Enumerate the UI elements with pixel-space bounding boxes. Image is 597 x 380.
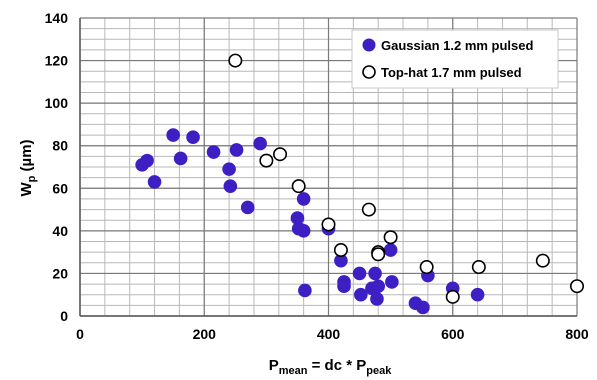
legend-marker-tophat <box>362 65 376 79</box>
data-point-tophat <box>535 253 550 268</box>
legend-marker-gaussian <box>362 38 376 52</box>
data-point-gaussian <box>290 211 305 225</box>
data-series <box>135 53 584 315</box>
legend-label-gaussian: Gaussian 1.2 mm pulsed <box>381 38 534 53</box>
y-tick-label: 20 <box>52 265 68 281</box>
x-tick-label: 600 <box>441 326 465 342</box>
data-point-tophat <box>228 53 243 68</box>
data-point-tophat <box>321 217 336 232</box>
data-point-gaussian <box>354 287 368 302</box>
y-tick-label: 40 <box>52 223 68 239</box>
x-tick-label: 400 <box>317 326 341 342</box>
data-point-gaussian <box>223 179 238 193</box>
data-point-gaussian <box>296 224 311 238</box>
data-point-gaussian <box>186 130 200 144</box>
x-tick-labels: 0 200 400 600 800 <box>76 326 589 342</box>
data-point-gaussian <box>371 279 386 294</box>
data-point-gaussian <box>383 243 398 257</box>
series-gaussian <box>135 128 485 315</box>
x-tick-label: 0 <box>76 326 84 342</box>
y-tick-label: 0 <box>60 308 68 324</box>
y-tick-label: 140 <box>45 10 69 26</box>
y-tick-label: 80 <box>52 138 68 154</box>
data-point-tophat <box>445 289 460 304</box>
axes <box>79 18 577 317</box>
data-point-tophat <box>471 260 486 275</box>
series-tophat <box>228 53 584 304</box>
data-point-tophat <box>273 147 288 162</box>
data-point-gaussian <box>173 151 188 166</box>
data-point-gaussian <box>206 145 221 159</box>
y-tick-label: 100 <box>45 95 69 111</box>
data-point-tophat <box>371 247 386 262</box>
data-point-gaussian <box>147 175 162 189</box>
data-point-tophat <box>361 202 376 217</box>
data-point-gaussian <box>334 253 348 268</box>
data-point-tophat <box>383 230 398 245</box>
y-tick-label: 60 <box>52 180 68 196</box>
data-point-gaussian <box>416 300 430 315</box>
data-point-gaussian <box>296 192 311 206</box>
data-point-gaussian <box>229 143 244 157</box>
data-point-gaussian <box>337 279 351 294</box>
data-point-tophat <box>569 279 584 294</box>
legend-label-tophat: Top-hat 1.7 mm pulsed <box>381 65 522 80</box>
x-tick-label: 800 <box>565 326 589 342</box>
data-point-gaussian <box>368 266 382 281</box>
data-point-tophat <box>419 260 434 275</box>
y-tick-labels: 0 20 40 60 80 100 120 140 <box>45 10 69 324</box>
data-point-gaussian <box>140 153 154 168</box>
data-point-gaussian <box>385 275 399 289</box>
data-point-gaussian <box>470 287 485 302</box>
data-point-gaussian <box>298 283 312 298</box>
data-point-gaussian <box>352 266 367 281</box>
data-point-gaussian <box>222 162 236 176</box>
data-point-gaussian <box>166 128 180 142</box>
x-tick-label: 200 <box>193 326 217 342</box>
legend-box <box>351 29 559 89</box>
data-point-gaussian <box>240 200 255 215</box>
data-point-gaussian <box>370 292 384 306</box>
legend: Gaussian 1.2 mm pulsed Top-hat 1.7 mm pu… <box>351 29 559 89</box>
data-point-tophat <box>333 243 348 258</box>
x-axis-label: Pmean = dc * Ppeak <box>269 357 393 377</box>
data-point-gaussian <box>253 136 267 151</box>
data-point-tophat <box>259 153 274 168</box>
data-point-tophat <box>291 179 306 194</box>
y-axis-label: Wp (µm) <box>18 139 38 196</box>
y-tick-label: 120 <box>45 53 69 69</box>
